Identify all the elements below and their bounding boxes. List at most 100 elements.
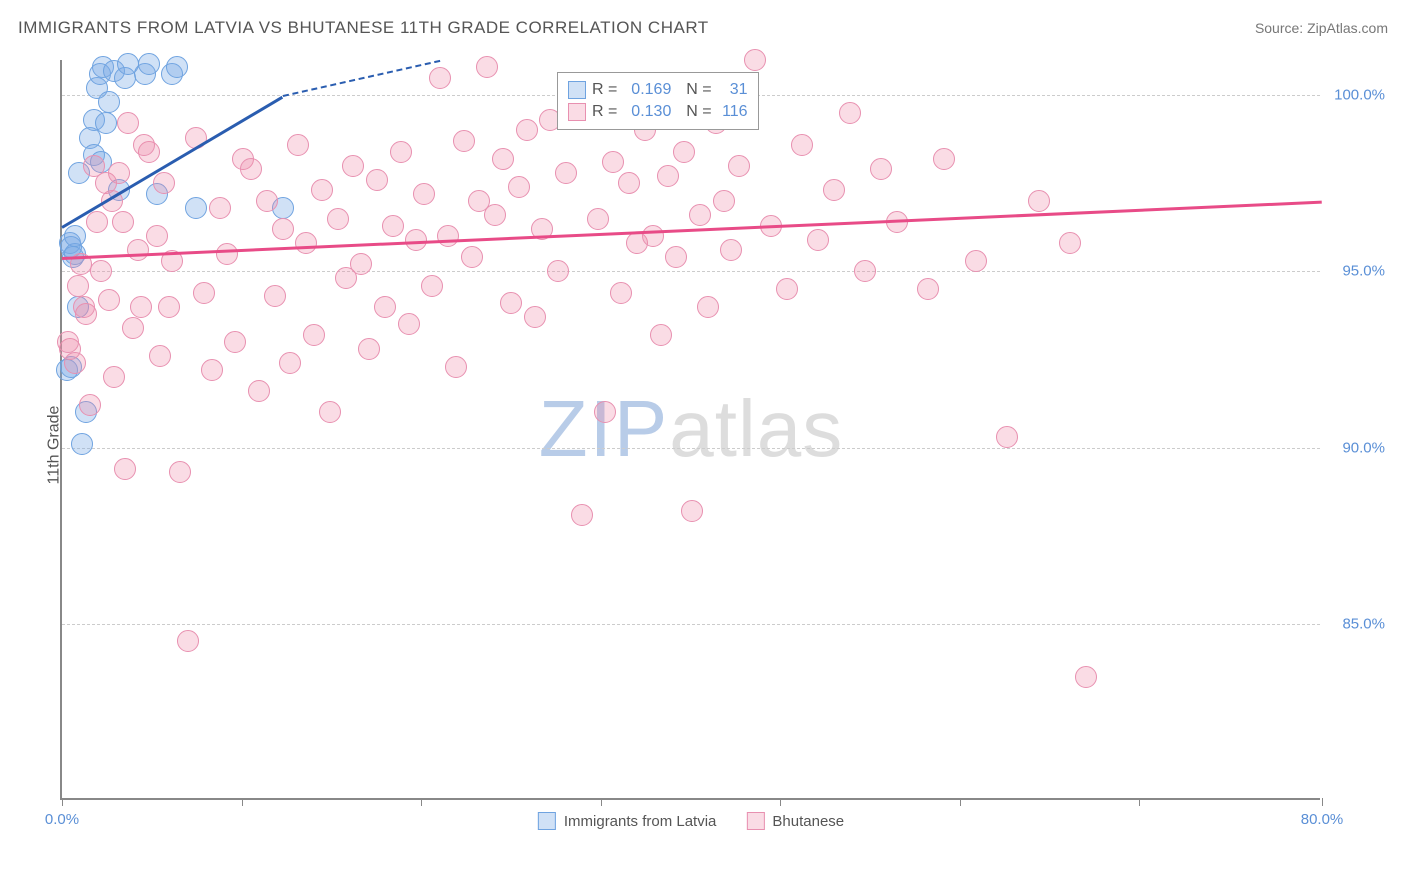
x-tick-mark <box>1322 798 1323 806</box>
legend-swatch <box>538 812 556 830</box>
data-point <box>650 324 672 346</box>
data-point <box>114 458 136 480</box>
data-point <box>587 208 609 230</box>
legend-label: Immigrants from Latvia <box>564 813 717 830</box>
watermark-atlas: atlas <box>669 384 843 473</box>
data-point <box>657 165 679 187</box>
data-point <box>776 278 798 300</box>
data-point <box>153 172 175 194</box>
data-point <box>689 204 711 226</box>
data-point <box>279 352 301 374</box>
y-tick-label: 100.0% <box>1325 87 1385 104</box>
data-point <box>618 172 640 194</box>
data-point <box>461 246 483 268</box>
data-point <box>311 179 333 201</box>
data-point <box>1075 666 1097 688</box>
data-point <box>508 176 530 198</box>
data-point <box>476 56 498 78</box>
stats-box: R = 0.169 N = 31R = 0.130 N = 116 <box>557 72 759 130</box>
data-point <box>193 282 215 304</box>
stats-n-label: N = <box>677 81 711 99</box>
data-point <box>965 250 987 272</box>
x-tick-label: 0.0% <box>45 811 79 828</box>
data-point <box>429 67 451 89</box>
data-point <box>209 197 231 219</box>
data-point <box>95 112 117 134</box>
data-point <box>149 345 171 367</box>
chart-title: IMMIGRANTS FROM LATVIA VS BHUTANESE 11TH… <box>18 18 709 38</box>
gridline <box>62 271 1320 272</box>
data-point <box>1028 190 1050 212</box>
data-point <box>64 352 86 374</box>
data-point <box>201 359 223 381</box>
stats-r-label: R = <box>592 103 617 121</box>
legend-item: Immigrants from Latvia <box>538 812 717 830</box>
x-tick-label: 80.0% <box>1301 811 1344 828</box>
data-point <box>146 225 168 247</box>
data-point <box>64 225 86 247</box>
data-point <box>445 356 467 378</box>
stats-n-value: 116 <box>718 103 748 121</box>
x-tick-mark <box>421 798 422 806</box>
data-point <box>413 183 435 205</box>
data-point <box>177 630 199 652</box>
stats-r-value: 0.169 <box>623 81 671 99</box>
data-point <box>112 211 134 233</box>
gridline <box>62 448 1320 449</box>
data-point <box>547 260 569 282</box>
data-point <box>492 148 514 170</box>
x-tick-mark <box>62 798 63 806</box>
data-point <box>382 215 404 237</box>
data-point <box>67 275 89 297</box>
data-point <box>807 229 829 251</box>
stats-n-value: 31 <box>718 81 748 99</box>
data-point <box>287 134 309 156</box>
legend: Immigrants from LatviaBhutanese <box>538 812 844 830</box>
data-point <box>264 285 286 307</box>
data-point <box>642 225 664 247</box>
data-point <box>681 500 703 522</box>
chart-source: Source: ZipAtlas.com <box>1255 20 1388 36</box>
data-point <box>327 208 349 230</box>
gridline <box>62 624 1320 625</box>
stats-row: R = 0.169 N = 31 <box>568 79 748 101</box>
stats-swatch <box>568 81 586 99</box>
data-point <box>130 296 152 318</box>
data-point <box>484 204 506 226</box>
stats-swatch <box>568 103 586 121</box>
data-point <box>98 289 120 311</box>
x-tick-mark <box>960 798 961 806</box>
data-point <box>791 134 813 156</box>
data-point <box>720 239 742 261</box>
data-point <box>133 134 155 156</box>
data-point <box>224 331 246 353</box>
chart-container: 11th Grade ZIPatlas 85.0%90.0%95.0%100.0… <box>50 50 1390 840</box>
legend-swatch <box>746 812 764 830</box>
data-point <box>86 211 108 233</box>
chart-header: IMMIGRANTS FROM LATVIA VS BHUTANESE 11TH… <box>18 18 1388 38</box>
y-tick-label: 95.0% <box>1325 263 1385 280</box>
data-point <box>571 504 593 526</box>
data-point <box>524 306 546 328</box>
stats-r-value: 0.130 <box>623 103 671 121</box>
data-point <box>138 53 160 75</box>
data-point <box>602 151 624 173</box>
data-point <box>295 232 317 254</box>
data-point <box>256 190 278 212</box>
data-point <box>319 401 341 423</box>
data-point <box>216 243 238 265</box>
data-point <box>158 296 180 318</box>
data-point <box>79 394 101 416</box>
data-point <box>421 275 443 297</box>
data-point <box>839 102 861 124</box>
data-point <box>500 292 522 314</box>
x-tick-mark <box>780 798 781 806</box>
data-point <box>405 229 427 251</box>
watermark-zip: ZIP <box>539 384 669 473</box>
x-tick-mark <box>601 798 602 806</box>
stats-r-label: R = <box>592 81 617 99</box>
data-point <box>398 313 420 335</box>
data-point <box>117 112 139 134</box>
data-point <box>697 296 719 318</box>
data-point <box>350 253 372 275</box>
